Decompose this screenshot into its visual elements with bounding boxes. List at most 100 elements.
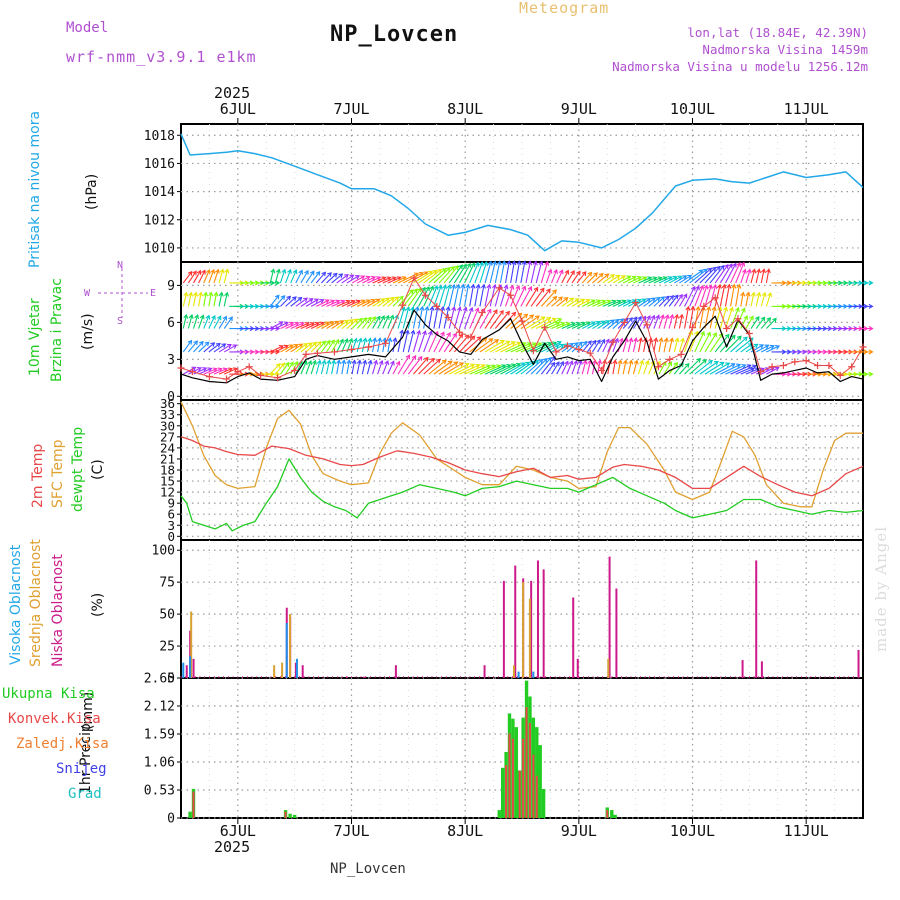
wind-arrow bbox=[684, 286, 696, 307]
wind-arrow-head bbox=[626, 275, 632, 281]
wind-arrow bbox=[581, 340, 592, 353]
cloud-bar-mid-6 bbox=[528, 598, 531, 678]
pressure-ylabel: Pritisak na nivou mora bbox=[27, 110, 43, 268]
wind-arrow bbox=[285, 296, 297, 307]
wind-arrow bbox=[372, 360, 378, 375]
wind-arrow bbox=[367, 298, 380, 307]
wind-arrow bbox=[367, 276, 381, 284]
wind-arrow bbox=[203, 292, 207, 307]
wind-arrow-head bbox=[375, 315, 381, 321]
wind-arrow-head bbox=[194, 314, 200, 320]
wind-arrow-head bbox=[664, 295, 670, 301]
gust-marker-7 bbox=[274, 374, 282, 382]
wind-arrow bbox=[678, 294, 688, 307]
wind-arrow bbox=[535, 261, 543, 284]
cloud-bar-high-4 bbox=[517, 671, 520, 678]
ytick-label-precip-3: 1.59 bbox=[144, 728, 175, 743]
wind-arrow bbox=[592, 300, 606, 307]
wind-arrow-head bbox=[746, 268, 752, 274]
wind-arrow-head bbox=[346, 359, 352, 365]
wind-arrow bbox=[576, 299, 590, 307]
wind-arrow bbox=[305, 298, 319, 307]
compass-cross bbox=[98, 268, 148, 318]
wind-arrow bbox=[766, 345, 780, 353]
wind-arrow bbox=[325, 360, 330, 375]
wind-arrow-head bbox=[442, 284, 447, 290]
wind-arrow-head bbox=[515, 285, 521, 291]
wind-arrow bbox=[428, 306, 434, 329]
wind-arrow bbox=[740, 269, 746, 284]
gust-marker-49 bbox=[791, 358, 799, 366]
wind-arrow bbox=[673, 314, 678, 329]
wind-arrow-head bbox=[659, 314, 665, 320]
wind-arrow-head bbox=[679, 362, 684, 368]
precip-bar-conv-7 bbox=[525, 707, 528, 818]
wind-arrow bbox=[423, 269, 442, 284]
gust-marker-24 bbox=[507, 291, 515, 299]
wind-arrow bbox=[458, 307, 467, 329]
wind-arrow bbox=[320, 360, 326, 375]
wind-arrow-head bbox=[650, 297, 656, 303]
wind-arrow bbox=[632, 338, 637, 353]
wind-arrow bbox=[540, 261, 549, 284]
wind-arrow bbox=[500, 342, 521, 353]
wind-arrow-head bbox=[344, 319, 349, 325]
wind-arrow bbox=[617, 360, 622, 375]
wind-arrow bbox=[495, 341, 516, 353]
wind-arrow-head bbox=[585, 299, 591, 304]
wind-arrow-head bbox=[399, 329, 405, 335]
wind-arrow bbox=[407, 288, 422, 307]
wind-arrow-head bbox=[386, 276, 392, 282]
wind-arrow-head bbox=[669, 337, 675, 343]
wind-arrow bbox=[689, 359, 707, 375]
wind-arrow-head bbox=[217, 367, 223, 373]
wind-arrow bbox=[356, 338, 362, 353]
wind-arrow-head bbox=[380, 298, 386, 303]
wind-arrow-head bbox=[684, 363, 690, 368]
wind-arrow bbox=[494, 311, 510, 329]
compass-e: E bbox=[150, 288, 157, 299]
wind-arrow bbox=[592, 273, 604, 284]
wind-arrow bbox=[418, 358, 435, 375]
day-label-bottom-1: 7JUL bbox=[333, 822, 369, 840]
cloud-bar-low-8 bbox=[363, 676, 366, 678]
wind-arrow bbox=[684, 269, 703, 284]
wind-arrow bbox=[597, 320, 610, 329]
ytick-label-temperature-3: 9 bbox=[167, 496, 175, 511]
wind-arrow bbox=[576, 360, 582, 375]
wind-arrow bbox=[443, 284, 451, 307]
wind-arrow bbox=[684, 306, 689, 329]
wind-arrow bbox=[766, 366, 779, 375]
wind-arrow-head bbox=[283, 344, 289, 350]
wind-arrow-head bbox=[372, 337, 378, 343]
wind-arrow-head bbox=[451, 283, 457, 289]
wind-arrow bbox=[213, 343, 226, 353]
wind-arrow bbox=[331, 300, 345, 307]
wind-arrow bbox=[356, 276, 370, 284]
wind-arrow-head bbox=[685, 305, 691, 311]
wind-arrow-head bbox=[499, 340, 505, 345]
wind-arrow bbox=[218, 368, 233, 375]
wind-arrow-head bbox=[612, 359, 618, 365]
wind-arrow bbox=[387, 315, 394, 329]
wind-arrow-head bbox=[291, 296, 297, 301]
wind-arrow bbox=[622, 338, 628, 353]
wind-arrow bbox=[402, 288, 418, 307]
wind-arrow-head bbox=[470, 283, 476, 289]
gust-marker-17 bbox=[421, 291, 429, 299]
wind-arrow bbox=[678, 314, 683, 329]
wind-arrow bbox=[469, 364, 491, 375]
wind-arrow-head bbox=[309, 270, 315, 276]
wind-arrow bbox=[617, 275, 631, 284]
wind-arrow-head bbox=[604, 273, 610, 279]
wind-arrow-head bbox=[743, 315, 748, 321]
wind-arrow-head bbox=[360, 275, 366, 280]
gust-marker-44 bbox=[734, 315, 742, 323]
wind-arrow bbox=[192, 292, 197, 307]
wind-arrow bbox=[587, 321, 600, 330]
wind-arrow bbox=[474, 262, 483, 284]
wind-arrow-head bbox=[224, 268, 230, 274]
wind-arrow bbox=[740, 343, 753, 353]
wind-arrow-head bbox=[274, 294, 280, 300]
wind-arrow bbox=[561, 361, 569, 375]
